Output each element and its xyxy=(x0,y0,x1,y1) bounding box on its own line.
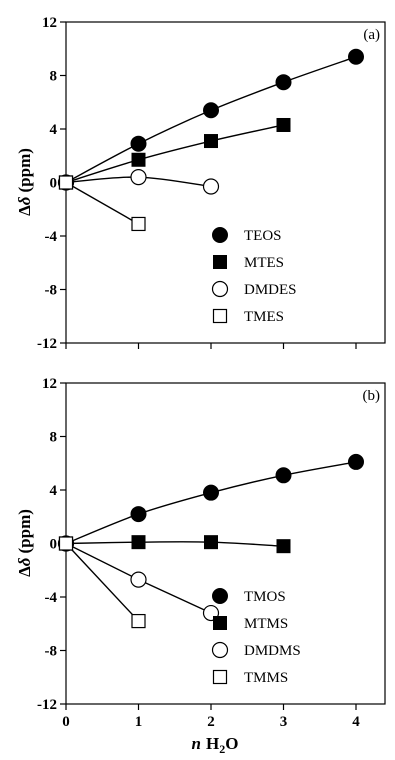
series-line-tmes xyxy=(65,181,139,225)
y-axis-title-a: Δδ (ppm) xyxy=(15,148,34,216)
panel-label: (b) xyxy=(363,388,381,404)
data-point-tmms-origin xyxy=(58,536,74,551)
series-line-tmms xyxy=(65,543,140,622)
y-axis-title-unit: (ppm) xyxy=(15,509,34,553)
data-point-tmos xyxy=(348,453,364,470)
x-axis-title-sub: 2 xyxy=(219,742,225,756)
data-point-mtms xyxy=(204,535,218,550)
series-line-teos xyxy=(65,56,357,184)
y-axis-title-unit: (ppm) xyxy=(15,148,34,192)
y-tick-label: 12 xyxy=(42,376,57,392)
legend-label-tmes: TMES xyxy=(244,309,284,325)
x-axis-title: n H2O xyxy=(192,734,239,756)
data-point-mtms xyxy=(276,539,291,554)
y-axis-title-delta-small: δ xyxy=(15,196,34,205)
y-tick-label: 4 xyxy=(50,483,58,499)
y-tick-label: -12 xyxy=(37,336,57,352)
y-tick-label: 8 xyxy=(50,69,58,85)
legend-marker-dmdms xyxy=(211,641,229,659)
legend-marker-teos xyxy=(212,227,228,243)
y-tick-label: -8 xyxy=(45,644,58,660)
legend-marker-mtes xyxy=(213,255,227,269)
x-axis-title-o: O xyxy=(225,734,238,753)
y-tick-label: 8 xyxy=(50,430,58,446)
svg-text:Δδ(ppm): Δδ (ppm) xyxy=(15,148,34,216)
x-tick-label: 1 xyxy=(135,714,143,730)
y-axis-title-delta: Δ xyxy=(15,205,34,216)
legend-label-teos: TEOS xyxy=(244,228,282,244)
data-point-teos xyxy=(130,135,147,152)
y-axis-title-b: Δδ (ppm) xyxy=(15,509,34,577)
legend-label-tmos: TMOS xyxy=(244,589,286,605)
x-axis-title-h: H xyxy=(206,734,219,753)
data-point-mtes xyxy=(204,134,218,149)
y-axis-title-delta-small: δ xyxy=(15,557,34,566)
data-point-teos xyxy=(203,102,219,119)
x-tick-label: 2 xyxy=(207,714,215,730)
legend-label-mtms: MTMS xyxy=(244,616,288,632)
y-tick-label: 4 xyxy=(50,122,58,138)
series-line-mtes xyxy=(65,124,284,184)
legend-label-mtes: MTES xyxy=(244,255,284,271)
series-line-mtms xyxy=(65,541,284,547)
y-tick-label: -8 xyxy=(45,283,58,299)
data-point-tmos xyxy=(130,506,147,523)
data-point-dmdms xyxy=(130,571,147,588)
data-point-tmos xyxy=(203,484,219,501)
y-tick-label: 12 xyxy=(42,15,57,31)
legend-label-dmdes: DMDES xyxy=(244,282,297,298)
y-tick-label: -4 xyxy=(45,590,58,606)
legend-marker-tmos xyxy=(212,588,228,604)
data-point-teos xyxy=(348,48,364,65)
legend-marker-tmes xyxy=(212,308,228,324)
y-tick-label: -12 xyxy=(37,697,57,713)
legend-label-dmdms: DMDMS xyxy=(244,643,301,659)
data-point-mtes xyxy=(131,152,146,167)
data-point-mtes xyxy=(276,117,291,132)
data-point-tmes xyxy=(131,216,146,232)
panel-label: (a) xyxy=(363,27,380,43)
y-tick-label: 0 xyxy=(50,537,58,553)
x-axis-title-n: n xyxy=(192,734,201,753)
data-point-teos xyxy=(275,74,292,91)
legend-marker-tmms xyxy=(212,669,228,685)
legend-marker-dmdes xyxy=(211,280,229,298)
svg-text:Δδ(ppm): Δδ (ppm) xyxy=(15,509,34,577)
y-tick-label: -4 xyxy=(45,229,58,245)
legend-label-tmms: TMMS xyxy=(244,670,288,686)
x-tick-label: 0 xyxy=(62,714,70,730)
data-point-dmdes xyxy=(130,169,147,186)
data-point-tmes-origin xyxy=(58,175,74,190)
series-line-tmos xyxy=(65,461,357,545)
data-point-tmos xyxy=(275,467,292,484)
panel-a: 12 8 4 0 -4 -8 -12 (a) TEOS MTES DMDES TMES xyxy=(37,15,386,352)
x-tick-label: 3 xyxy=(280,714,288,730)
y-tick-label: 0 xyxy=(50,176,58,192)
y-axis-title-delta: Δ xyxy=(15,566,34,577)
data-point-tmms xyxy=(131,613,146,629)
legend-marker-mtms xyxy=(213,616,227,630)
data-point-dmdes xyxy=(202,178,220,195)
x-tick-label: 4 xyxy=(352,714,360,730)
data-point-mtms xyxy=(131,535,146,550)
